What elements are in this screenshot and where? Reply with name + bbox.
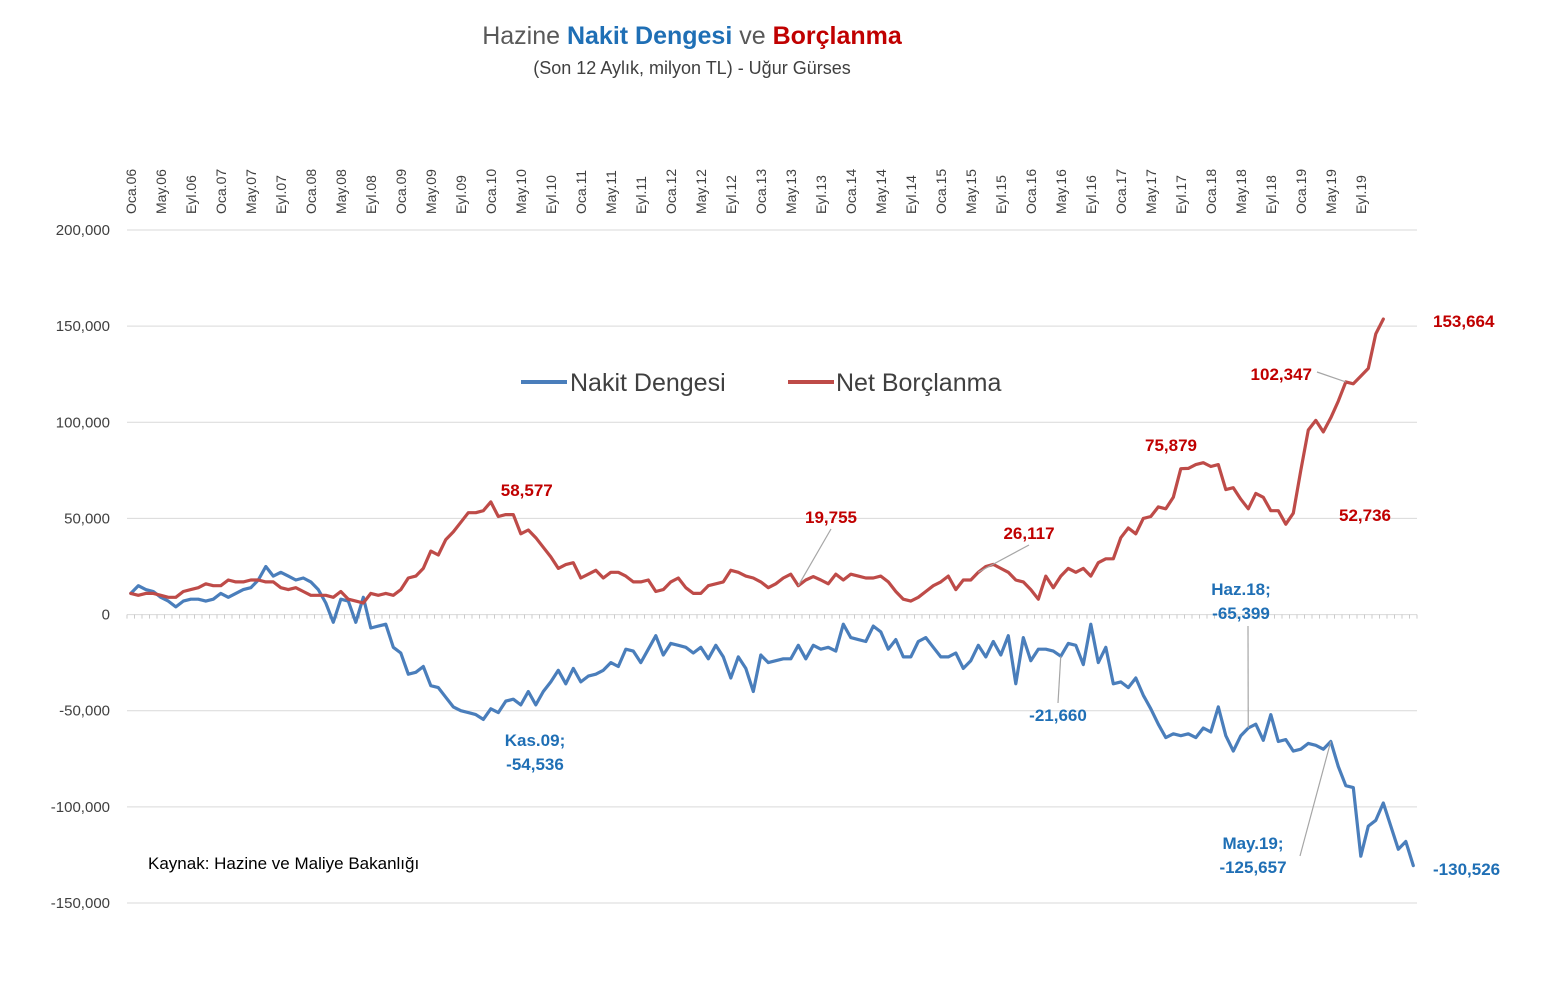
annotation-leader <box>977 544 1030 573</box>
x-tick-label: Oca.17 <box>1113 169 1129 214</box>
x-tick-label: Oca.16 <box>1023 169 1039 214</box>
annotation-value: 52,736 <box>1339 506 1391 525</box>
title-part-nakit-dengesi: Nakit Dengesi <box>567 22 732 50</box>
source-note: Kaynak: Hazine ve Maliye Bakanlığı <box>148 854 419 873</box>
x-tick-label: Oca.14 <box>843 169 859 214</box>
y-tick-label: 100,000 <box>56 414 110 431</box>
x-tick-label: May.11 <box>603 170 619 214</box>
x-tick-label: Eyl.12 <box>723 175 739 214</box>
nakit-dengesi-line <box>129 564 1415 868</box>
chart-title: Hazine Nakit Dengesi ve Borçlanma <box>482 22 903 50</box>
x-tick-label: May.10 <box>513 169 529 214</box>
x-tick-label: Oca.07 <box>213 169 229 214</box>
x-tick-label: Oca.18 <box>1203 169 1219 214</box>
y-axis-ticks: 200,000 150,000 100,000 50,000 0 -50,000 -100,… <box>51 222 110 912</box>
y-tick-label: 150,000 <box>56 318 110 335</box>
x-tick-label: Eyl.07 <box>273 175 289 214</box>
y-tick-label: 50,000 <box>64 510 110 527</box>
x-tick-label: May.14 <box>873 169 889 214</box>
x-tick-label: Oca.10 <box>483 169 499 214</box>
x-tick-label: Oca.11 <box>573 170 589 214</box>
x-tick-label: May.16 <box>1053 169 1069 214</box>
x-tick-label: May.18 <box>1233 169 1249 214</box>
x-tick-label: May.06 <box>153 169 169 214</box>
gridlines <box>126 229 1418 904</box>
series-lines <box>129 317 1415 868</box>
annotation-value: 102,347 <box>1251 365 1312 384</box>
x-tick-label: Oca.08 <box>303 169 319 214</box>
x-axis-ticks: Oca.06 May.06 Eyl.06 Oca.07 May.07 Eyl.07 Oca.… <box>123 169 1369 214</box>
x-tick-label: May.19 <box>1323 169 1339 214</box>
y-tick-label: -50,000 <box>59 703 110 720</box>
x-tick-label: Oca.06 <box>123 169 139 214</box>
annotation-value: 75,879 <box>1145 436 1197 455</box>
x-tick-label: May.07 <box>243 169 259 214</box>
x-tick-label: May.13 <box>783 169 799 214</box>
legend-label-nakit-dengesi: Nakit Dengesi <box>570 369 726 397</box>
x-tick-label: May.09 <box>423 169 439 214</box>
x-tick-label: Eyl.08 <box>363 175 379 214</box>
x-tick-label: Oca.09 <box>393 169 409 214</box>
annotation-value: 153,664 <box>1433 312 1495 331</box>
x-tick-label: Eyl.15 <box>993 175 1009 214</box>
x-tick-label: Eyl.19 <box>1353 175 1369 214</box>
title-part-ve: ve <box>732 22 772 50</box>
chart-subtitle: (Son 12 Aylık, milyon TL) - Uğur Gürses <box>533 58 850 78</box>
x-tick-label: May.08 <box>333 169 349 214</box>
annotations: 58,577 19,755 26,117 75,879 52,736 102,347 153… <box>501 312 1500 879</box>
x-tick-label: May.17 <box>1143 169 1159 214</box>
annotation-label: Haz.18; <box>1211 580 1271 599</box>
y-tick-label: -150,000 <box>51 895 110 912</box>
x-tick-label: May.12 <box>693 169 709 214</box>
y-tick-label: 200,000 <box>56 222 110 239</box>
x-tick-label: Eyl.13 <box>813 175 829 214</box>
x-tick-label: Eyl.16 <box>1083 175 1099 214</box>
annotation-value: 26,117 <box>1003 524 1054 543</box>
annotation-value: -65,399 <box>1212 604 1270 623</box>
annotation-value: 58,577 <box>501 481 553 500</box>
x-tick-label: Eyl.09 <box>453 175 469 214</box>
net-borclanma-line <box>129 317 1385 605</box>
annotation-leader <box>1299 741 1332 857</box>
x-tick-label: Oca.13 <box>753 169 769 214</box>
x-tick-label: Oca.15 <box>933 169 949 214</box>
annotation-value: -130,526 <box>1433 860 1500 879</box>
x-tick-label: Eyl.06 <box>183 175 199 214</box>
annotation-leader <box>797 528 832 587</box>
x-tick-label: Eyl.10 <box>543 175 559 214</box>
annotation-value: 19,755 <box>805 508 857 527</box>
x-tick-label: Eyl.11 <box>633 176 649 214</box>
annotation-value: -125,657 <box>1219 858 1286 877</box>
title-part-borclanma: Borçlanma <box>773 22 903 50</box>
annotation-value: -54,536 <box>506 755 564 774</box>
annotation-leader <box>1316 371 1346 383</box>
legend-label-net-borclanma: Net Borçlanma <box>836 369 1001 397</box>
x-tick-label: May.15 <box>963 169 979 214</box>
annotation-label: May.19; <box>1222 834 1283 853</box>
y-tick-label: -100,000 <box>51 799 110 816</box>
x-tick-label: Oca.12 <box>663 169 679 214</box>
annotation-value: -21,660 <box>1029 706 1087 725</box>
legend: Nakit Dengesi Net Borçlanma <box>521 369 1001 397</box>
x-tick-label: Eyl.17 <box>1173 175 1189 214</box>
title-part-hazine: Hazine <box>482 22 567 50</box>
annotation-leader <box>1057 656 1062 704</box>
x-tick-label: Eyl.18 <box>1263 175 1279 214</box>
x-tick-label: Eyl.14 <box>903 175 919 214</box>
y-tick-label: 0 <box>102 607 110 624</box>
x-tick-label: Oca.19 <box>1293 169 1309 214</box>
annotation-label: Kas.09; <box>505 731 565 750</box>
